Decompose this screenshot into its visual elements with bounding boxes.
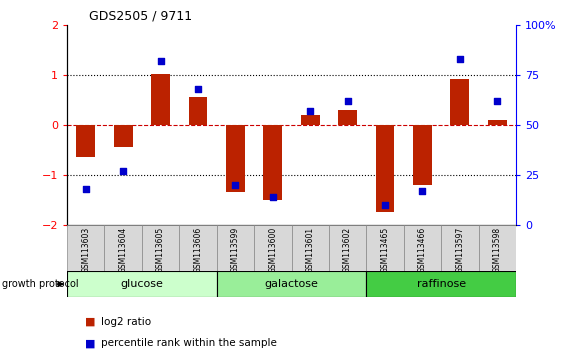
Point xyxy=(455,56,465,62)
Text: glucose: glucose xyxy=(121,279,163,289)
Point xyxy=(305,108,315,114)
Text: GSM113602: GSM113602 xyxy=(343,227,352,273)
FancyBboxPatch shape xyxy=(403,225,441,271)
FancyBboxPatch shape xyxy=(142,225,179,271)
Point xyxy=(493,98,502,104)
Text: log2 ratio: log2 ratio xyxy=(101,317,151,327)
FancyBboxPatch shape xyxy=(217,225,254,271)
Bar xyxy=(226,125,245,192)
Text: GDS2505 / 9711: GDS2505 / 9711 xyxy=(90,9,192,22)
Point xyxy=(194,86,203,92)
Text: percentile rank within the sample: percentile rank within the sample xyxy=(101,338,277,348)
Bar xyxy=(375,125,394,212)
Point xyxy=(231,182,240,188)
Bar xyxy=(451,79,469,125)
Text: raffinose: raffinose xyxy=(417,279,466,289)
FancyBboxPatch shape xyxy=(479,225,516,271)
FancyBboxPatch shape xyxy=(67,225,104,271)
Text: GSM113605: GSM113605 xyxy=(156,227,165,273)
Point xyxy=(380,202,389,207)
FancyBboxPatch shape xyxy=(366,225,403,271)
Bar xyxy=(413,125,432,185)
FancyBboxPatch shape xyxy=(179,225,217,271)
Point xyxy=(418,188,427,194)
Text: GSM113597: GSM113597 xyxy=(455,227,464,273)
Bar xyxy=(151,74,170,125)
Text: GSM113465: GSM113465 xyxy=(381,227,389,273)
FancyBboxPatch shape xyxy=(217,271,366,297)
FancyBboxPatch shape xyxy=(441,225,479,271)
Bar xyxy=(114,125,132,147)
Text: ■: ■ xyxy=(85,317,95,327)
Bar xyxy=(488,120,507,125)
FancyBboxPatch shape xyxy=(292,225,329,271)
FancyBboxPatch shape xyxy=(67,271,217,297)
Point xyxy=(156,58,165,64)
Bar xyxy=(264,125,282,200)
Point xyxy=(118,168,128,173)
Text: GSM113599: GSM113599 xyxy=(231,227,240,273)
Text: ■: ■ xyxy=(85,338,95,348)
Text: GSM113603: GSM113603 xyxy=(81,227,90,273)
FancyBboxPatch shape xyxy=(254,225,292,271)
Text: GSM113601: GSM113601 xyxy=(305,227,315,273)
Point xyxy=(81,186,90,192)
Text: galactose: galactose xyxy=(265,279,318,289)
Point xyxy=(268,194,278,200)
Text: GSM113600: GSM113600 xyxy=(268,227,278,273)
Text: GSM113604: GSM113604 xyxy=(119,227,128,273)
FancyBboxPatch shape xyxy=(366,271,516,297)
FancyBboxPatch shape xyxy=(104,225,142,271)
Text: growth protocol: growth protocol xyxy=(2,279,78,289)
Text: GSM113606: GSM113606 xyxy=(194,227,202,273)
Point xyxy=(343,98,352,104)
FancyBboxPatch shape xyxy=(329,225,366,271)
Bar xyxy=(338,110,357,125)
Bar xyxy=(76,125,95,157)
Bar xyxy=(301,115,319,125)
Text: GSM113466: GSM113466 xyxy=(418,227,427,273)
Text: GSM113598: GSM113598 xyxy=(493,227,502,273)
Bar xyxy=(189,97,208,125)
